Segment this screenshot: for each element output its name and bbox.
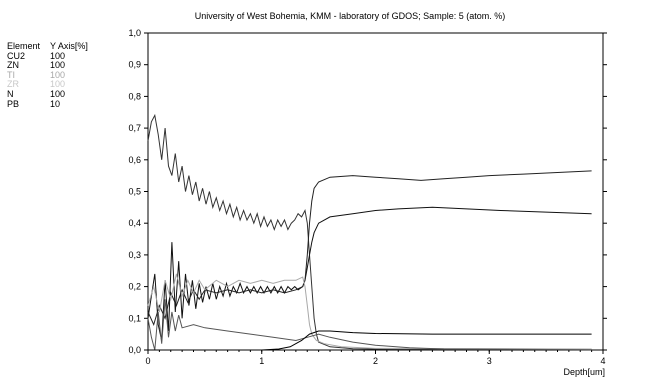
x-axis-label: Depth[um] xyxy=(563,367,605,377)
legend-entry: PB 10 xyxy=(7,98,90,110)
x-axis: 0 1 2 3 4 xyxy=(145,350,606,366)
legend-axis-value: 100 xyxy=(50,88,66,99)
series-layer xyxy=(147,113,592,351)
y-tick-label: 0,7 xyxy=(128,123,141,133)
legend-axis-value: 100 xyxy=(50,79,66,90)
legend-element-name: PB xyxy=(7,98,20,109)
legend-element-name: CU2 xyxy=(7,50,26,61)
legend-entry: N 100 xyxy=(7,88,90,100)
series-line-3 xyxy=(147,170,592,327)
legend: Element Y Axis[%] CU2 100 ZN 100 TI 100 ZR 100 N… xyxy=(7,41,90,110)
x-tick-label: 2 xyxy=(373,356,378,366)
series-line-5 xyxy=(147,299,592,351)
y-tick-label: 0,0 xyxy=(128,345,141,355)
legend-header-element: Element xyxy=(7,41,41,51)
x-tick-label: 1 xyxy=(259,356,264,366)
x-tick-label: 4 xyxy=(600,356,605,366)
legend-axis-value: 10 xyxy=(50,98,61,109)
legend-element-name: ZN xyxy=(7,60,19,71)
y-axis: 0,0 0,1 0,2 0,3 0,4 0,5 0,6 0,7 0,8 0,9 1,0 xyxy=(128,28,607,355)
y-tick-label: 0,2 xyxy=(128,282,141,292)
y-tick-label: 0,4 xyxy=(128,218,141,228)
legend-header-axis: Y Axis[%] xyxy=(50,41,88,51)
legend-entry: ZR 100 xyxy=(7,80,90,90)
legend-axis-value: 100 xyxy=(50,69,66,80)
y-tick-label: 0,3 xyxy=(128,250,141,260)
y-tick-label: 0,6 xyxy=(128,155,141,165)
legend-entry: TI 100 xyxy=(7,69,90,81)
y-tick-label: 0,1 xyxy=(128,313,141,323)
legend-axis-value: 100 xyxy=(50,50,66,61)
legend-header: Element Y Axis[%] xyxy=(7,41,90,52)
series-line-2 xyxy=(147,206,592,341)
y-tick-label: 1,0 xyxy=(128,28,141,38)
series-line-6 xyxy=(148,330,592,351)
legend-element-name: TI xyxy=(7,69,15,80)
series-line-4 xyxy=(147,273,592,350)
legend-element-name: N xyxy=(7,88,14,99)
series-line-1 xyxy=(147,113,592,350)
legend-element-name: ZR xyxy=(7,79,19,90)
chart-title: University of West Bohemia, KMM - labora… xyxy=(195,11,505,21)
y-tick-label: 0,9 xyxy=(128,60,141,70)
x-tick-label: 3 xyxy=(487,356,492,366)
legend-axis-value: 100 xyxy=(50,60,66,71)
legend-entry: ZN 100 xyxy=(7,61,90,71)
legend-entry: CU2 100 xyxy=(7,50,90,62)
y-tick-label: 0,8 xyxy=(128,91,141,101)
legend-entries: CU2 100 ZN 100 TI 100 ZR 100 N 100 PB 10 xyxy=(7,50,90,110)
plot-frame xyxy=(147,32,604,351)
x-tick-label: 0 xyxy=(145,356,150,366)
y-tick-label: 0,5 xyxy=(128,187,141,197)
